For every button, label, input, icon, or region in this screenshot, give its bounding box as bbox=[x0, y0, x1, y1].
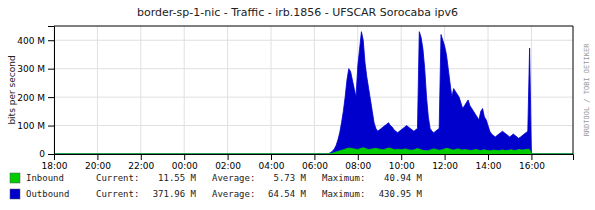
legend-stat-name: Maximum: bbox=[322, 189, 365, 199]
legend-swatch bbox=[10, 173, 20, 183]
tick-label: 200 M bbox=[17, 92, 45, 102]
tick-mark bbox=[48, 40, 54, 41]
grid-line-y bbox=[54, 125, 573, 126]
tick: 0 bbox=[39, 149, 54, 159]
tick-label: 400 M bbox=[17, 36, 45, 46]
title: border-sp-1-nic - Traffic - irb.1856 - U… bbox=[137, 6, 458, 19]
grid-line-x bbox=[97, 26, 98, 154]
tick: 08:00 bbox=[345, 154, 371, 171]
legend-stat-value: 11.55 M bbox=[158, 173, 197, 183]
tick: 00:00 bbox=[172, 154, 198, 171]
y-axis: 0 100 M 200 M 300 M 400 M bbox=[17, 27, 54, 160]
tick: 18:00 bbox=[42, 154, 68, 171]
x-axis: 18:00 20:00 22:00 00:00 02:00 04:00 06:00 08:00… bbox=[42, 154, 574, 171]
tick-mark bbox=[184, 154, 185, 160]
tick: 400 M bbox=[17, 36, 54, 46]
legend-stat-value: 64.54 M bbox=[268, 189, 307, 199]
tick: 06:00 bbox=[302, 154, 328, 171]
grid-line-x bbox=[227, 26, 228, 154]
tick: 14:00 bbox=[476, 154, 502, 171]
tick-mark bbox=[141, 154, 142, 160]
tick-label: 00:00 bbox=[172, 161, 198, 171]
tick-label: 04:00 bbox=[259, 161, 285, 171]
tick-label: 10:00 bbox=[389, 161, 415, 171]
tick: 200 M bbox=[17, 92, 54, 102]
tick-mark bbox=[314, 154, 315, 160]
tick-label: 18:00 bbox=[42, 161, 68, 171]
axis-line bbox=[55, 155, 574, 161]
tick-mark bbox=[488, 154, 489, 160]
tick-mark bbox=[97, 154, 98, 160]
tick-mark bbox=[358, 154, 359, 160]
legend-item: Outbound Current: 371.96 M Average: 64.54 M M… bbox=[10, 189, 423, 200]
tick-label: 14:00 bbox=[476, 161, 502, 171]
legend-stat-value: 371.96 M bbox=[153, 189, 197, 199]
y-axis-title: bits per second bbox=[7, 55, 17, 124]
frame bbox=[54, 26, 573, 27]
tick-mark bbox=[271, 154, 272, 160]
grid-line-x bbox=[184, 26, 185, 154]
legend-stat-value: 430.95 M bbox=[379, 189, 423, 199]
tick-mark bbox=[228, 154, 229, 160]
legend-label: Outbound bbox=[26, 189, 69, 199]
legend: Inbound Current: 11.55 M Average: 5.73 M Maxi… bbox=[10, 173, 423, 200]
tick-label: 22:00 bbox=[128, 161, 154, 171]
tick: 04:00 bbox=[259, 154, 285, 171]
tick: 20:00 bbox=[85, 154, 111, 171]
frame bbox=[573, 26, 574, 154]
tick-mark bbox=[531, 154, 532, 160]
legend-stat-name: Average: bbox=[212, 173, 255, 183]
grid-line-x bbox=[271, 26, 272, 154]
tick-mark bbox=[48, 126, 54, 127]
grid-line-x bbox=[314, 26, 315, 154]
legend-label: Inbound bbox=[26, 173, 64, 183]
tick-label: 300 M bbox=[17, 64, 45, 74]
legend-stat-name: Current: bbox=[96, 189, 139, 199]
tick-label: 08:00 bbox=[345, 161, 371, 171]
grid-line-x bbox=[140, 26, 141, 154]
area bbox=[54, 32, 573, 154]
tick: 300 M bbox=[17, 64, 54, 74]
tick: 12:00 bbox=[432, 154, 458, 171]
tick-label: 100 M bbox=[17, 121, 45, 131]
tick-mark bbox=[48, 97, 54, 98]
tick-label: 20:00 bbox=[85, 161, 111, 171]
tick: 10:00 bbox=[389, 154, 415, 171]
tick-label: 06:00 bbox=[302, 161, 328, 171]
grid-line-y bbox=[54, 68, 573, 69]
legend-stat-name: Current: bbox=[96, 173, 139, 183]
tick-label: 12:00 bbox=[432, 161, 458, 171]
area bbox=[54, 148, 573, 154]
tick-mark bbox=[48, 69, 54, 70]
grid bbox=[54, 26, 573, 154]
tick: 100 M bbox=[17, 121, 54, 131]
tick: 16:00 bbox=[519, 154, 545, 171]
tick-mark bbox=[445, 154, 446, 160]
tick-label: 16:00 bbox=[519, 161, 545, 171]
legend-stat-value: 5.73 M bbox=[273, 173, 306, 183]
legend-stat-name: Average: bbox=[212, 189, 255, 199]
tick-label: 02:00 bbox=[215, 161, 241, 171]
grid-line-y bbox=[54, 40, 573, 41]
chart: 18:00 20:00 22:00 00:00 02:00 04:00 06:00 08:00… bbox=[0, 0, 595, 210]
legend-swatch bbox=[10, 189, 20, 199]
tick-mark bbox=[401, 154, 402, 160]
tick-mark bbox=[48, 154, 54, 155]
legend-stat-name: Maximum: bbox=[322, 173, 365, 183]
plot-area bbox=[54, 32, 573, 154]
legend-stat-value: 40.94 M bbox=[384, 173, 423, 183]
tick: 22:00 bbox=[128, 154, 154, 171]
axis-line bbox=[48, 27, 55, 155]
tick-label: 0 bbox=[39, 149, 45, 159]
tick: 02:00 bbox=[215, 154, 241, 171]
legend-item: Inbound Current: 11.55 M Average: 5.73 M Maxi… bbox=[10, 173, 423, 184]
annotation: RRDTOOL / TOBI OETIKER bbox=[583, 43, 591, 137]
grid-line-y bbox=[54, 97, 573, 98]
